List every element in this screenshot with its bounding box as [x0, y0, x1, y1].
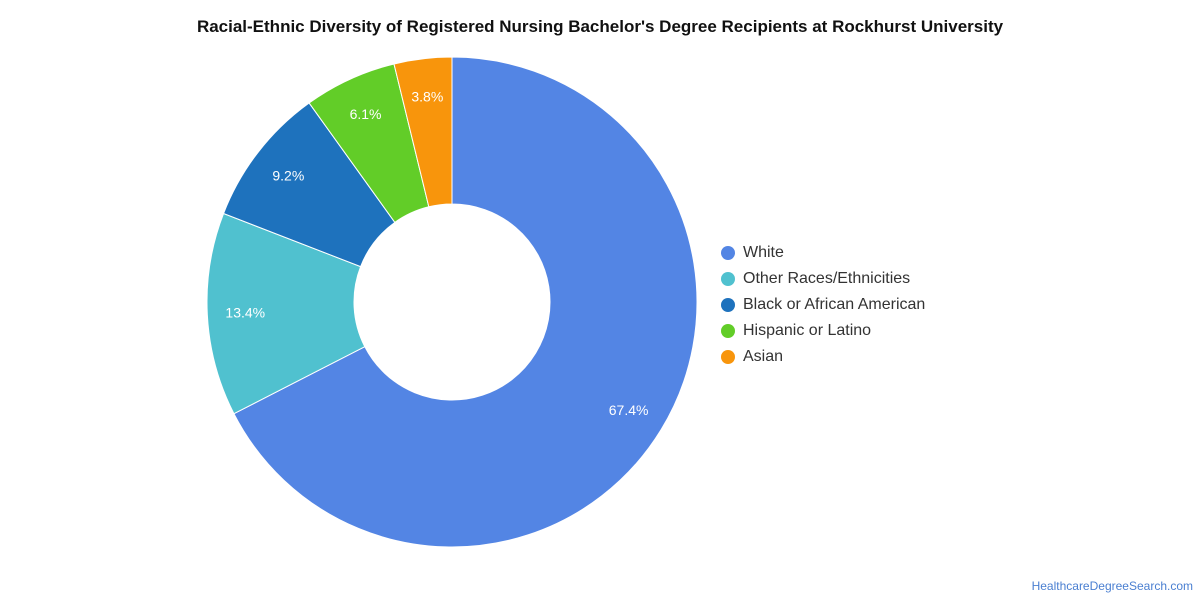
legend-swatch — [721, 324, 735, 338]
slice-other-races-ethnicities[interactable] — [206, 212, 366, 415]
chart-title: Racial-Ethnic Diversity of Registered Nu… — [196, 17, 1004, 36]
slice-label: 3.8% — [411, 88, 443, 104]
chart-legend: White Other Races/Ethnicities Black or Afr… — [721, 240, 925, 370]
legend-swatch — [721, 272, 735, 286]
slice-label: 67.4% — [609, 402, 649, 418]
legend-label: Hispanic or Latino — [743, 322, 872, 339]
legend-item[interactable]: Black or African American — [721, 292, 925, 318]
legend-label: White — [743, 244, 784, 261]
slice-white[interactable] — [233, 56, 698, 548]
legend-item[interactable]: Hispanic or Latino — [721, 318, 925, 344]
legend-item[interactable]: White — [721, 240, 925, 266]
legend-swatch — [721, 246, 735, 260]
legend-swatch — [721, 298, 735, 312]
source-link[interactable]: HealthcareDegreeSearch.com — [1031, 579, 1193, 593]
legend-item[interactable]: Other Races/Ethnicities — [721, 266, 925, 292]
slice-asian[interactable] — [393, 56, 453, 208]
legend-swatch — [721, 350, 735, 364]
slice-label: 13.4% — [225, 305, 265, 321]
slice-labels-group: 67.4% 13.4% 9.2% 6.1% 3.8% — [225, 88, 648, 418]
legend-label: Asian — [743, 348, 784, 365]
legend-item[interactable]: Asian — [721, 344, 925, 370]
legend-label: Other Races/Ethnicities — [743, 270, 911, 287]
slices-group — [206, 56, 698, 548]
legend-label: Black or African American — [743, 296, 926, 313]
slice-label: 9.2% — [272, 167, 304, 183]
slice-label: 6.1% — [350, 106, 382, 122]
